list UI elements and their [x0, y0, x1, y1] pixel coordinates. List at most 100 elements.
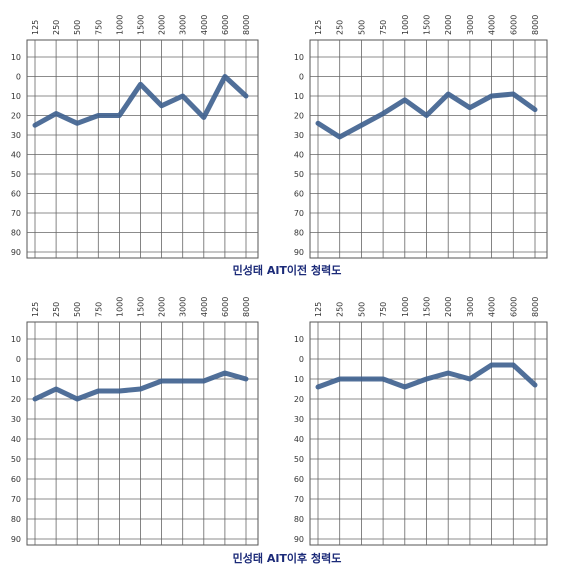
x-tick-label: 1500: [423, 297, 432, 317]
y-tick-label: 10: [294, 53, 304, 62]
y-tick-label: 80: [294, 515, 304, 524]
x-tick-label: 6000: [509, 15, 518, 35]
y-tick-label: 70: [11, 495, 21, 504]
y-tick-label: 90: [294, 535, 304, 544]
x-tick-label: 125: [314, 20, 323, 35]
plot-frame: [26, 321, 259, 546]
x-tick-label: 750: [94, 20, 103, 35]
x-tick-label: 2000: [158, 15, 167, 35]
y-tick-label: 30: [11, 131, 21, 140]
hearing-line: [32, 370, 249, 402]
y-tick-label: 70: [11, 209, 21, 218]
y-tick-label: 30: [294, 415, 304, 424]
y-tick-label: 10: [294, 375, 304, 384]
x-tick-label: 750: [94, 302, 103, 317]
x-tick-label: 250: [52, 302, 61, 317]
y-tick-label: 60: [294, 475, 304, 484]
x-tick-label: 250: [336, 302, 345, 317]
caption: 민성태 AIT이후 청력도: [233, 551, 342, 565]
x-tick-label: 500: [73, 302, 82, 317]
y-tick-label: 40: [294, 435, 304, 444]
y-tick-label: 30: [11, 415, 21, 424]
plot-frame: [309, 321, 548, 546]
y-tick-label: 40: [11, 435, 21, 444]
y-tick-label: 80: [294, 229, 304, 238]
x-tick-label: 8000: [242, 15, 251, 35]
x-tick-label: 3000: [466, 15, 475, 35]
x-tick-label: 500: [357, 20, 366, 35]
x-tick-label: 125: [31, 302, 40, 317]
y-tick-label: 90: [11, 248, 21, 257]
y-tick-label: 40: [11, 151, 21, 160]
plot-frame: [26, 39, 259, 259]
y-tick-label: 50: [11, 170, 21, 179]
y-tick-label: 80: [11, 515, 21, 524]
y-tick-label: 70: [294, 209, 304, 218]
x-tick-label: 2000: [158, 297, 167, 317]
y-tick-label: 80: [11, 229, 21, 238]
y-tick-label: 60: [11, 475, 21, 484]
y-tick-label: 10: [11, 53, 21, 62]
x-tick-label: 750: [379, 302, 388, 317]
x-tick-label: 250: [52, 20, 61, 35]
x-tick-label: 500: [73, 20, 82, 35]
y-tick-label: 60: [11, 190, 21, 199]
y-tick-label: 20: [11, 112, 21, 121]
x-tick-label: 1000: [115, 15, 124, 35]
y-tick-label: 10: [11, 335, 21, 344]
y-tick-label: 50: [294, 170, 304, 179]
x-tick-label: 125: [314, 302, 323, 317]
x-tick-label: 1000: [115, 297, 124, 317]
y-tick-label: 50: [11, 455, 21, 464]
x-tick-label: 6000: [221, 15, 230, 35]
x-tick-label: 6000: [221, 297, 230, 317]
y-tick-label: 90: [11, 535, 21, 544]
x-tick-label: 2000: [444, 297, 453, 317]
y-tick-label: 20: [294, 112, 304, 121]
y-tick-label: 20: [11, 395, 21, 404]
x-tick-label: 3000: [466, 297, 475, 317]
x-tick-label: 1500: [137, 15, 146, 35]
y-tick-label: 60: [294, 190, 304, 199]
x-tick-label: 1000: [401, 297, 410, 317]
x-tick-label: 3000: [179, 297, 188, 317]
x-tick-label: 1000: [401, 15, 410, 35]
y-tick-label: 70: [294, 495, 304, 504]
y-tick-label: 0: [299, 73, 304, 82]
x-tick-label: 2000: [444, 15, 453, 35]
y-tick-label: 10: [11, 92, 21, 101]
x-tick-label: 6000: [509, 297, 518, 317]
x-tick-label: 750: [379, 20, 388, 35]
hearing-line: [315, 362, 538, 390]
caption: 민성태 AIT이전 청력도: [233, 263, 342, 277]
y-tick-label: 20: [294, 395, 304, 404]
x-tick-label: 4000: [200, 15, 209, 35]
y-tick-label: 0: [16, 73, 21, 82]
y-tick-label: 10: [294, 335, 304, 344]
x-tick-label: 250: [336, 20, 345, 35]
y-tick-label: 40: [294, 151, 304, 160]
y-tick-label: 50: [294, 455, 304, 464]
x-tick-label: 1500: [423, 15, 432, 35]
x-tick-label: 8000: [531, 297, 540, 317]
x-tick-label: 125: [31, 20, 40, 35]
x-tick-label: 4000: [488, 15, 497, 35]
x-tick-label: 8000: [242, 297, 251, 317]
y-tick-label: 10: [11, 375, 21, 384]
x-tick-label: 1500: [137, 297, 146, 317]
y-tick-label: 30: [294, 131, 304, 140]
hearing-line: [315, 91, 538, 140]
x-tick-label: 4000: [488, 297, 497, 317]
x-tick-label: 500: [357, 302, 366, 317]
x-tick-label: 8000: [531, 15, 540, 35]
y-tick-label: 10: [294, 92, 304, 101]
hearing-line: [32, 74, 249, 128]
y-tick-label: 0: [299, 355, 304, 364]
x-tick-label: 3000: [179, 15, 188, 35]
plot-frame: [309, 39, 548, 259]
y-tick-label: 0: [16, 355, 21, 364]
y-tick-label: 90: [294, 248, 304, 257]
x-tick-label: 4000: [200, 297, 209, 317]
